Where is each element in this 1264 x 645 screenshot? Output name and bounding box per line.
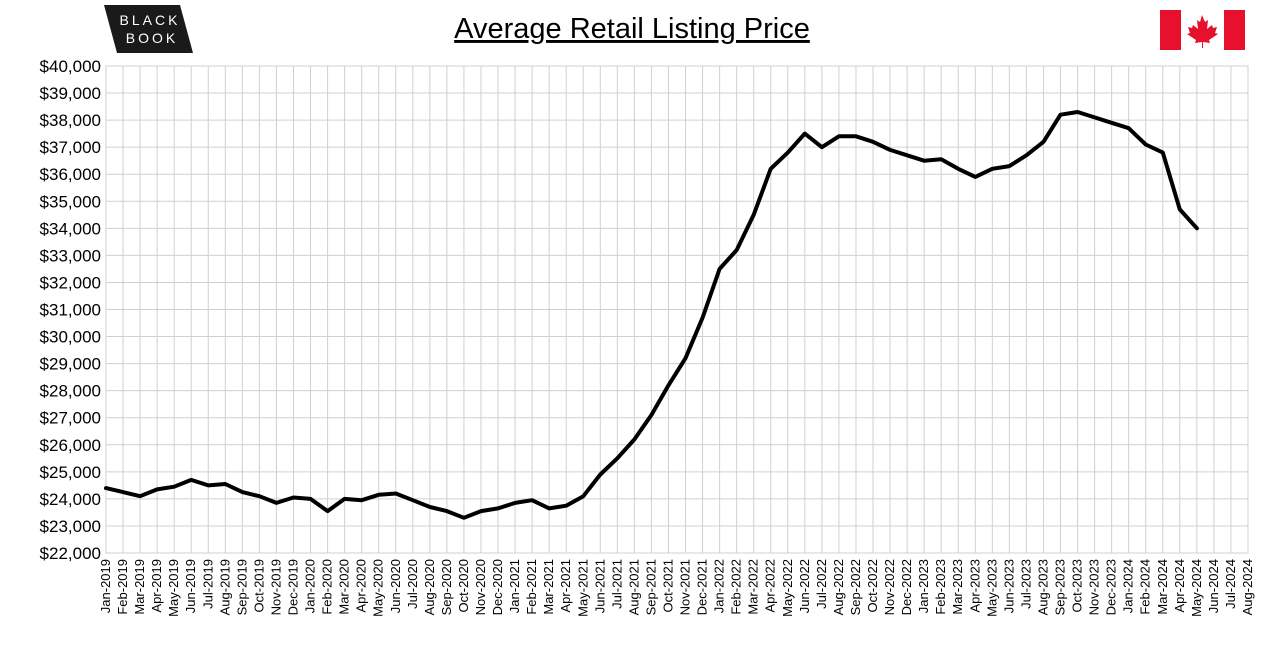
x-tick-label: Jan-2019: [98, 559, 113, 613]
flag-leaf: [1187, 15, 1218, 48]
x-tick-label: May-2020: [371, 559, 386, 617]
x-tick-label: Nov-2022: [882, 559, 897, 615]
x-tick-label: May-2023: [984, 559, 999, 617]
x-tick-label: Jun-2024: [1206, 559, 1221, 613]
x-tick-label: Mar-2024: [1155, 559, 1170, 615]
x-tick-label: Jun-2021: [592, 559, 607, 613]
x-tick-label: Jan-2022: [712, 559, 727, 613]
x-tick-label: Jan-2023: [916, 559, 931, 613]
x-tick-label: Aug-2023: [1035, 559, 1050, 615]
x-tick-label: May-2021: [575, 559, 590, 617]
x-tick-label: Aug-2022: [831, 559, 846, 615]
x-tick-label: Sep-2023: [1053, 559, 1068, 615]
x-tick-label: Mar-2022: [746, 559, 761, 615]
x-tick-label: Jun-2022: [797, 559, 812, 613]
x-tick-label: Dec-2022: [899, 559, 914, 615]
x-tick-label: Feb-2024: [1138, 559, 1153, 615]
x-tick-label: Nov-2020: [473, 559, 488, 615]
x-tick-label: Oct-2019: [251, 559, 266, 612]
y-tick-label: $23,000: [40, 517, 101, 536]
y-tick-label: $37,000: [40, 138, 101, 157]
x-tick-label: Jul-2023: [1018, 559, 1033, 609]
x-tick-label: Jan-2024: [1121, 559, 1136, 613]
x-tick-label: May-2022: [780, 559, 795, 617]
x-tick-label: Apr-2021: [558, 559, 573, 612]
x-tick-label: Oct-2022: [865, 559, 880, 612]
x-tick-label: Feb-2022: [729, 559, 744, 615]
x-tick-label: Apr-2023: [967, 559, 982, 612]
x-tick-label: Feb-2021: [524, 559, 539, 615]
logo: BLACK BOOK: [104, 5, 193, 53]
logo-text: BLACK: [120, 12, 181, 28]
y-tick-label: $25,000: [40, 463, 101, 482]
y-tick-label: $31,000: [40, 301, 101, 320]
x-tick-label: Sep-2019: [234, 559, 249, 615]
x-tick-label: Jul-2021: [609, 559, 624, 609]
x-tick-label: Apr-2019: [149, 559, 164, 612]
x-tick-label: Jul-2024: [1223, 559, 1238, 609]
x-tick-label: Jan-2021: [507, 559, 522, 613]
y-tick-label: $33,000: [40, 246, 101, 265]
y-tick-label: $27,000: [40, 409, 101, 428]
chart-title: Average Retail Listing Price: [454, 13, 810, 45]
x-tick-label: Oct-2021: [660, 559, 675, 612]
y-tick-label: $32,000: [40, 273, 101, 292]
x-tick-label: Sep-2022: [848, 559, 863, 615]
x-tick-label: Mar-2019: [132, 559, 147, 615]
x-tick-label: Nov-2019: [268, 559, 283, 615]
x-tick-label: Feb-2023: [933, 559, 948, 615]
logo-badge: [104, 5, 193, 53]
x-tick-label: Apr-2024: [1172, 559, 1187, 612]
x-tick-label: Aug-2024: [1240, 559, 1255, 615]
x-tick-label: Dec-2023: [1104, 559, 1119, 615]
x-tick-label: Apr-2020: [354, 559, 369, 612]
logo-text: BOOK: [126, 30, 178, 46]
x-tick-label: Dec-2021: [695, 559, 710, 615]
x-tick-label: Mar-2021: [541, 559, 556, 615]
x-tick-label: Apr-2022: [763, 559, 778, 612]
y-tick-label: $30,000: [40, 328, 101, 347]
price-line: [104, 110, 1199, 520]
x-tick-label: Feb-2020: [320, 559, 335, 615]
x-tick-label: Dec-2020: [490, 559, 505, 615]
flag: [1160, 10, 1245, 50]
y-tick-label: $39,000: [40, 84, 101, 103]
x-tick-label: May-2019: [166, 559, 181, 617]
x-tick-label: Sep-2021: [643, 559, 658, 615]
x-tick-label: Oct-2023: [1070, 559, 1085, 612]
x-tick-label: Mar-2020: [337, 559, 352, 615]
x-tick-label: Jun-2023: [1001, 559, 1016, 613]
y-tick-label: $28,000: [40, 382, 101, 401]
x-tick-label: Nov-2023: [1087, 559, 1102, 615]
x-tick-label: Jul-2019: [200, 559, 215, 609]
y-tick-label: $38,000: [40, 111, 101, 130]
flag-band: [1224, 10, 1245, 50]
x-tick-label: Jun-2019: [183, 559, 198, 613]
x-tick-label: Nov-2021: [678, 559, 693, 615]
y-tick-label: $22,000: [40, 544, 101, 563]
x-tick-label: Aug-2020: [422, 559, 437, 615]
y-tick-label: $35,000: [40, 192, 101, 211]
x-tick-label: Sep-2020: [439, 559, 454, 615]
x-tick-label: Feb-2019: [115, 559, 130, 615]
x-tick-label: Dec-2019: [285, 559, 300, 615]
y-tick-label: $29,000: [40, 355, 101, 374]
y-tick-label: $26,000: [40, 436, 101, 455]
y-tick-label: $34,000: [40, 219, 101, 238]
y-tick-label: $40,000: [40, 57, 101, 76]
y-tick-label: $24,000: [40, 490, 101, 509]
x-tick-label: Aug-2019: [217, 559, 232, 615]
x-tick-label: Mar-2023: [950, 559, 965, 615]
x-tick-label: Jan-2020: [303, 559, 318, 613]
x-tick-label: Aug-2021: [626, 559, 641, 615]
flag-band: [1160, 10, 1181, 50]
x-tick-label: May-2024: [1189, 559, 1204, 617]
x-tick-label: Jul-2020: [405, 559, 420, 609]
x-tick-label: Oct-2020: [456, 559, 471, 612]
y-tick-label: $36,000: [40, 165, 101, 184]
x-tick-label: Jul-2022: [814, 559, 829, 609]
x-tick-label: Jun-2020: [388, 559, 403, 613]
